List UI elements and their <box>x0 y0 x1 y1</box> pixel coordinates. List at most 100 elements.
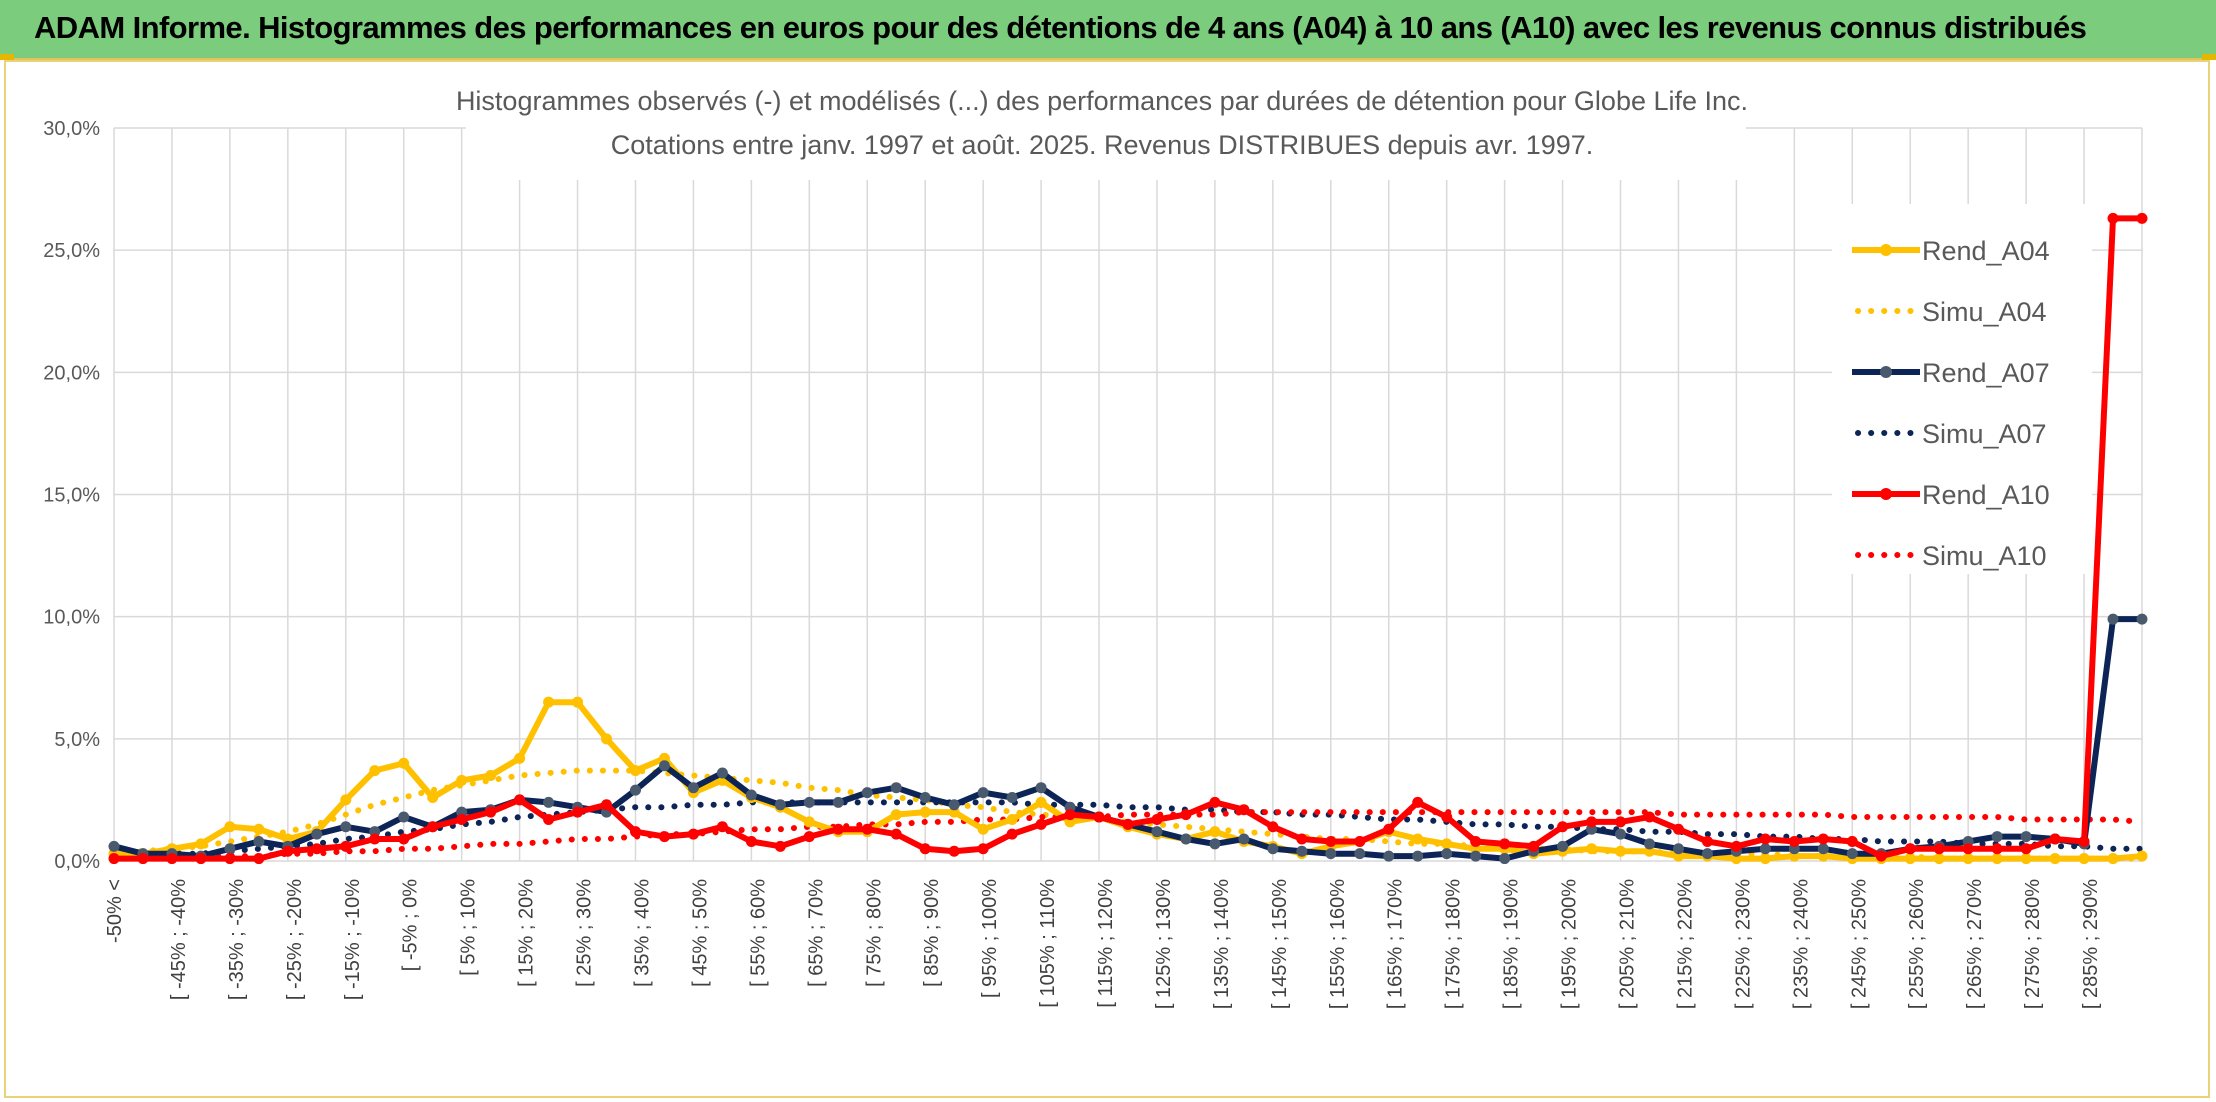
data-point <box>1817 843 1829 855</box>
data-point <box>1933 853 1945 865</box>
data-point <box>890 782 902 794</box>
data-point <box>687 782 699 794</box>
chart-title-block: Histogrammes observés (-) et modélisés (… <box>456 68 1748 180</box>
data-point <box>745 789 757 801</box>
data-point <box>687 828 699 840</box>
data-point <box>108 853 120 865</box>
data-point <box>861 787 873 799</box>
report-banner: ADAM Informe. Histogrammes des performan… <box>0 0 2216 60</box>
data-point <box>1006 828 1018 840</box>
x-tick-label: [ -25% ; -20% <box>284 879 306 1000</box>
data-point <box>1209 838 1221 850</box>
x-tick-label: [ 145% ; 150% <box>1269 879 1291 1009</box>
data-point <box>1093 811 1105 823</box>
data-point <box>1354 848 1366 860</box>
data-point <box>369 833 381 845</box>
data-point <box>1180 833 1192 845</box>
data-point <box>137 853 149 865</box>
x-tick-label: [ 75% ; 80% <box>863 879 885 987</box>
data-point <box>514 794 526 806</box>
y-axis-ticks: 0,0% 5,0% 10,0% 15,0% 20,0% 25,0% 30,0% <box>43 118 100 873</box>
data-point <box>253 853 265 865</box>
series-simu-a10 <box>111 809 2145 862</box>
x-tick-label: [ 175% ; 180% <box>1443 879 1465 1009</box>
x-tick-label: [ 125% ; 130% <box>1153 879 1175 1009</box>
data-point <box>2078 835 2090 847</box>
data-point <box>1615 816 1627 828</box>
data-point <box>1499 838 1511 850</box>
data-point <box>1788 835 1800 847</box>
data-point <box>2136 212 2148 224</box>
data-point <box>948 799 960 811</box>
data-point <box>456 774 468 786</box>
data-point <box>543 696 555 708</box>
data-point <box>1035 818 1047 830</box>
x-tick-label: [ 15% ; 20% <box>516 879 538 987</box>
data-point <box>1441 838 1453 850</box>
data-point <box>919 843 931 855</box>
data-point <box>1441 848 1453 860</box>
data-point <box>1875 850 1887 862</box>
x-tick-label: [ 255% ; 260% <box>1906 879 1928 1009</box>
x-tick-label: [ 65% ; 70% <box>805 879 827 987</box>
x-tick-label: [ 215% ; 220% <box>1674 879 1696 1009</box>
x-tick-label: [ 155% ; 160% <box>1327 879 1349 1009</box>
data-point <box>2020 843 2032 855</box>
banner-corner-left <box>0 54 14 60</box>
series-line <box>111 799 2145 860</box>
data-point <box>427 791 439 803</box>
chart-legend: Rend_A04 Simu_A04 Rend_A07 Simu_A07 Rend_A10… <box>1832 204 2092 574</box>
data-point <box>543 813 555 825</box>
x-tick-label: [ 245% ; 250% <box>1848 879 1870 1009</box>
series-simu-a07 <box>111 799 2145 860</box>
data-point <box>1701 835 1713 847</box>
data-point <box>485 769 497 781</box>
series-rend-a10 <box>108 212 2148 865</box>
data-point <box>1267 821 1279 833</box>
data-point <box>195 853 207 865</box>
data-point <box>253 835 265 847</box>
data-point <box>774 840 786 852</box>
data-point <box>1672 843 1684 855</box>
data-point <box>1122 818 1134 830</box>
data-point <box>1615 828 1627 840</box>
data-point <box>716 821 728 833</box>
data-point <box>398 833 410 845</box>
x-tick-label: [ 235% ; 240% <box>1790 879 1812 1009</box>
x-tick-label: [ 95% ; 100% <box>979 879 1001 998</box>
data-point <box>1267 843 1279 855</box>
data-point <box>1383 850 1395 862</box>
data-point <box>774 799 786 811</box>
data-point <box>1006 791 1018 803</box>
data-point <box>1730 840 1742 852</box>
data-point <box>282 845 294 857</box>
data-point <box>1151 813 1163 825</box>
data-point <box>253 823 265 835</box>
data-point <box>1904 853 1916 865</box>
x-tick-label: [ 285% ; 290% <box>2080 879 2102 1009</box>
data-point <box>1643 811 1655 823</box>
x-tick-label: [ 5% ; 10% <box>458 879 480 976</box>
data-point <box>1672 823 1684 835</box>
data-point <box>1557 840 1569 852</box>
data-point <box>1615 845 1627 857</box>
legend-label: Rend_A07 <box>1922 358 2050 388</box>
data-point <box>977 823 989 835</box>
x-tick-label: [ 135% ; 140% <box>1211 879 1233 1009</box>
x-tick-label: [ 185% ; 190% <box>1501 879 1523 1009</box>
data-point <box>1180 809 1192 821</box>
data-point <box>1586 843 1598 855</box>
banner-corner-right <box>2202 54 2216 60</box>
data-point <box>658 760 670 772</box>
x-tick-label: [ 165% ; 170% <box>1385 879 1407 1009</box>
legend-background <box>1832 204 2092 574</box>
data-point <box>340 821 352 833</box>
data-point <box>1933 843 1945 855</box>
data-point <box>340 840 352 852</box>
data-point <box>1846 835 1858 847</box>
data-point <box>948 845 960 857</box>
data-point <box>861 823 873 835</box>
data-point <box>2020 831 2032 843</box>
x-tick-label: [ 265% ; 270% <box>1964 879 1986 1009</box>
data-point <box>832 796 844 808</box>
